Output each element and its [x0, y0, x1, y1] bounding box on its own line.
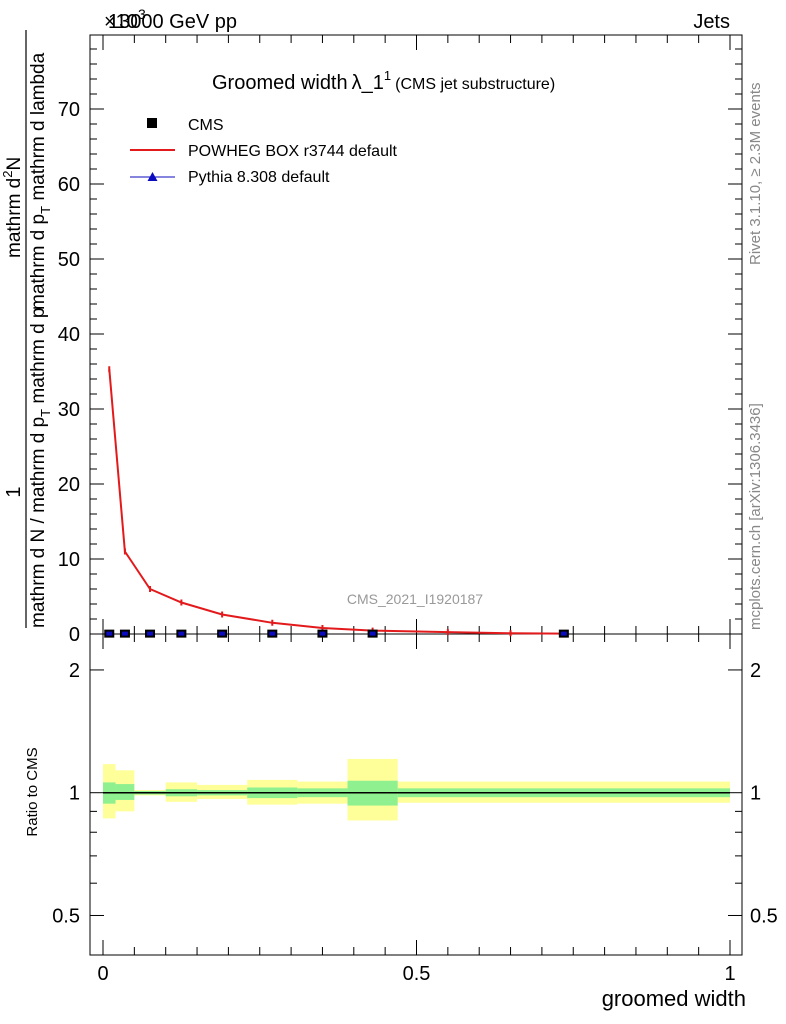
legend: CMS POWHEG BOX r3744 default Pythia 8.30…: [130, 117, 398, 186]
lower-y-tick-label: 2: [69, 660, 80, 682]
lower-y-tick-label-right: 1: [750, 783, 761, 805]
lower-y-axis-label: Ratio to CMS: [24, 747, 41, 836]
pythia-data-point: [269, 631, 276, 636]
upper-y-tick-label: 10: [58, 549, 80, 571]
x-tick-label: 1: [724, 963, 735, 985]
pythia-data-point: [560, 631, 567, 636]
upper-y-tick-label: 70: [58, 99, 80, 121]
upper-y-tick-label: 40: [58, 324, 80, 346]
uncertainty-bands: [103, 758, 730, 821]
lower-y-tick-label-right: 0.5: [750, 905, 778, 927]
legend-pythia-marker: [147, 172, 158, 181]
legend-cms-marker: [147, 118, 157, 128]
energy-label: 13000 GeV pp: [108, 11, 237, 33]
powheg-series-line: [108, 369, 564, 635]
pythia-data-point: [106, 631, 113, 636]
x-tick-label: 0.5: [403, 963, 431, 985]
ylabel-numerator: mathrm d2N: [0, 157, 25, 258]
x-axis-label: groomed width: [602, 986, 746, 1011]
analysis-watermark: CMS_2021_I1920187: [347, 591, 483, 607]
mcplots-label: mcplots.cern.ch [arXiv:1306.3436]: [747, 403, 764, 630]
upper-y-tick-label: 20: [58, 474, 80, 496]
process-label: Jets: [693, 11, 730, 33]
pythia-data-point: [319, 631, 326, 636]
legend-cms-label: CMS: [188, 117, 224, 134]
lower-y-tick-label: 0.5: [52, 905, 80, 927]
upper-y-tick-label: 30: [58, 399, 80, 421]
pythia-data-point: [147, 631, 154, 636]
ylabel-denominator: mathrm d pT mathrm d lambda: [28, 52, 53, 310]
x-tick-label: 0: [97, 963, 108, 985]
pythia-data-point: [178, 631, 185, 636]
pythia-data-point: [219, 631, 226, 636]
ylabel-frac-lead: 1: [3, 486, 25, 497]
exponent-label: ×103: [104, 6, 146, 33]
upper-y-tick-label: 60: [58, 174, 80, 196]
upper-y-axis-label: 1 mathrm d N / mathrm d pT mathrm d p ma…: [0, 30, 53, 628]
legend-pythia-label: Pythia 8.308 default: [188, 169, 330, 186]
rivet-label: Rivet 3.1.10, ≥ 2.3M events: [747, 83, 764, 266]
pythia-data-point: [121, 631, 128, 636]
lower-y-tick-label-right: 2: [750, 660, 761, 682]
legend-powheg-label: POWHEG BOX r3744 default: [188, 143, 398, 160]
upper-y-tick-label: 50: [58, 249, 80, 271]
pythia-data-point: [369, 631, 376, 636]
chart-title: Groomed width λ_11(CMS jet substructure): [212, 68, 555, 94]
upper-y-tick-label: 0: [69, 624, 80, 646]
ylabel-denominator-main: mathrm d N / mathrm d pT mathrm d p: [28, 308, 53, 629]
series-layer: [104, 366, 569, 638]
lower-y-tick-label: 1: [69, 783, 80, 805]
